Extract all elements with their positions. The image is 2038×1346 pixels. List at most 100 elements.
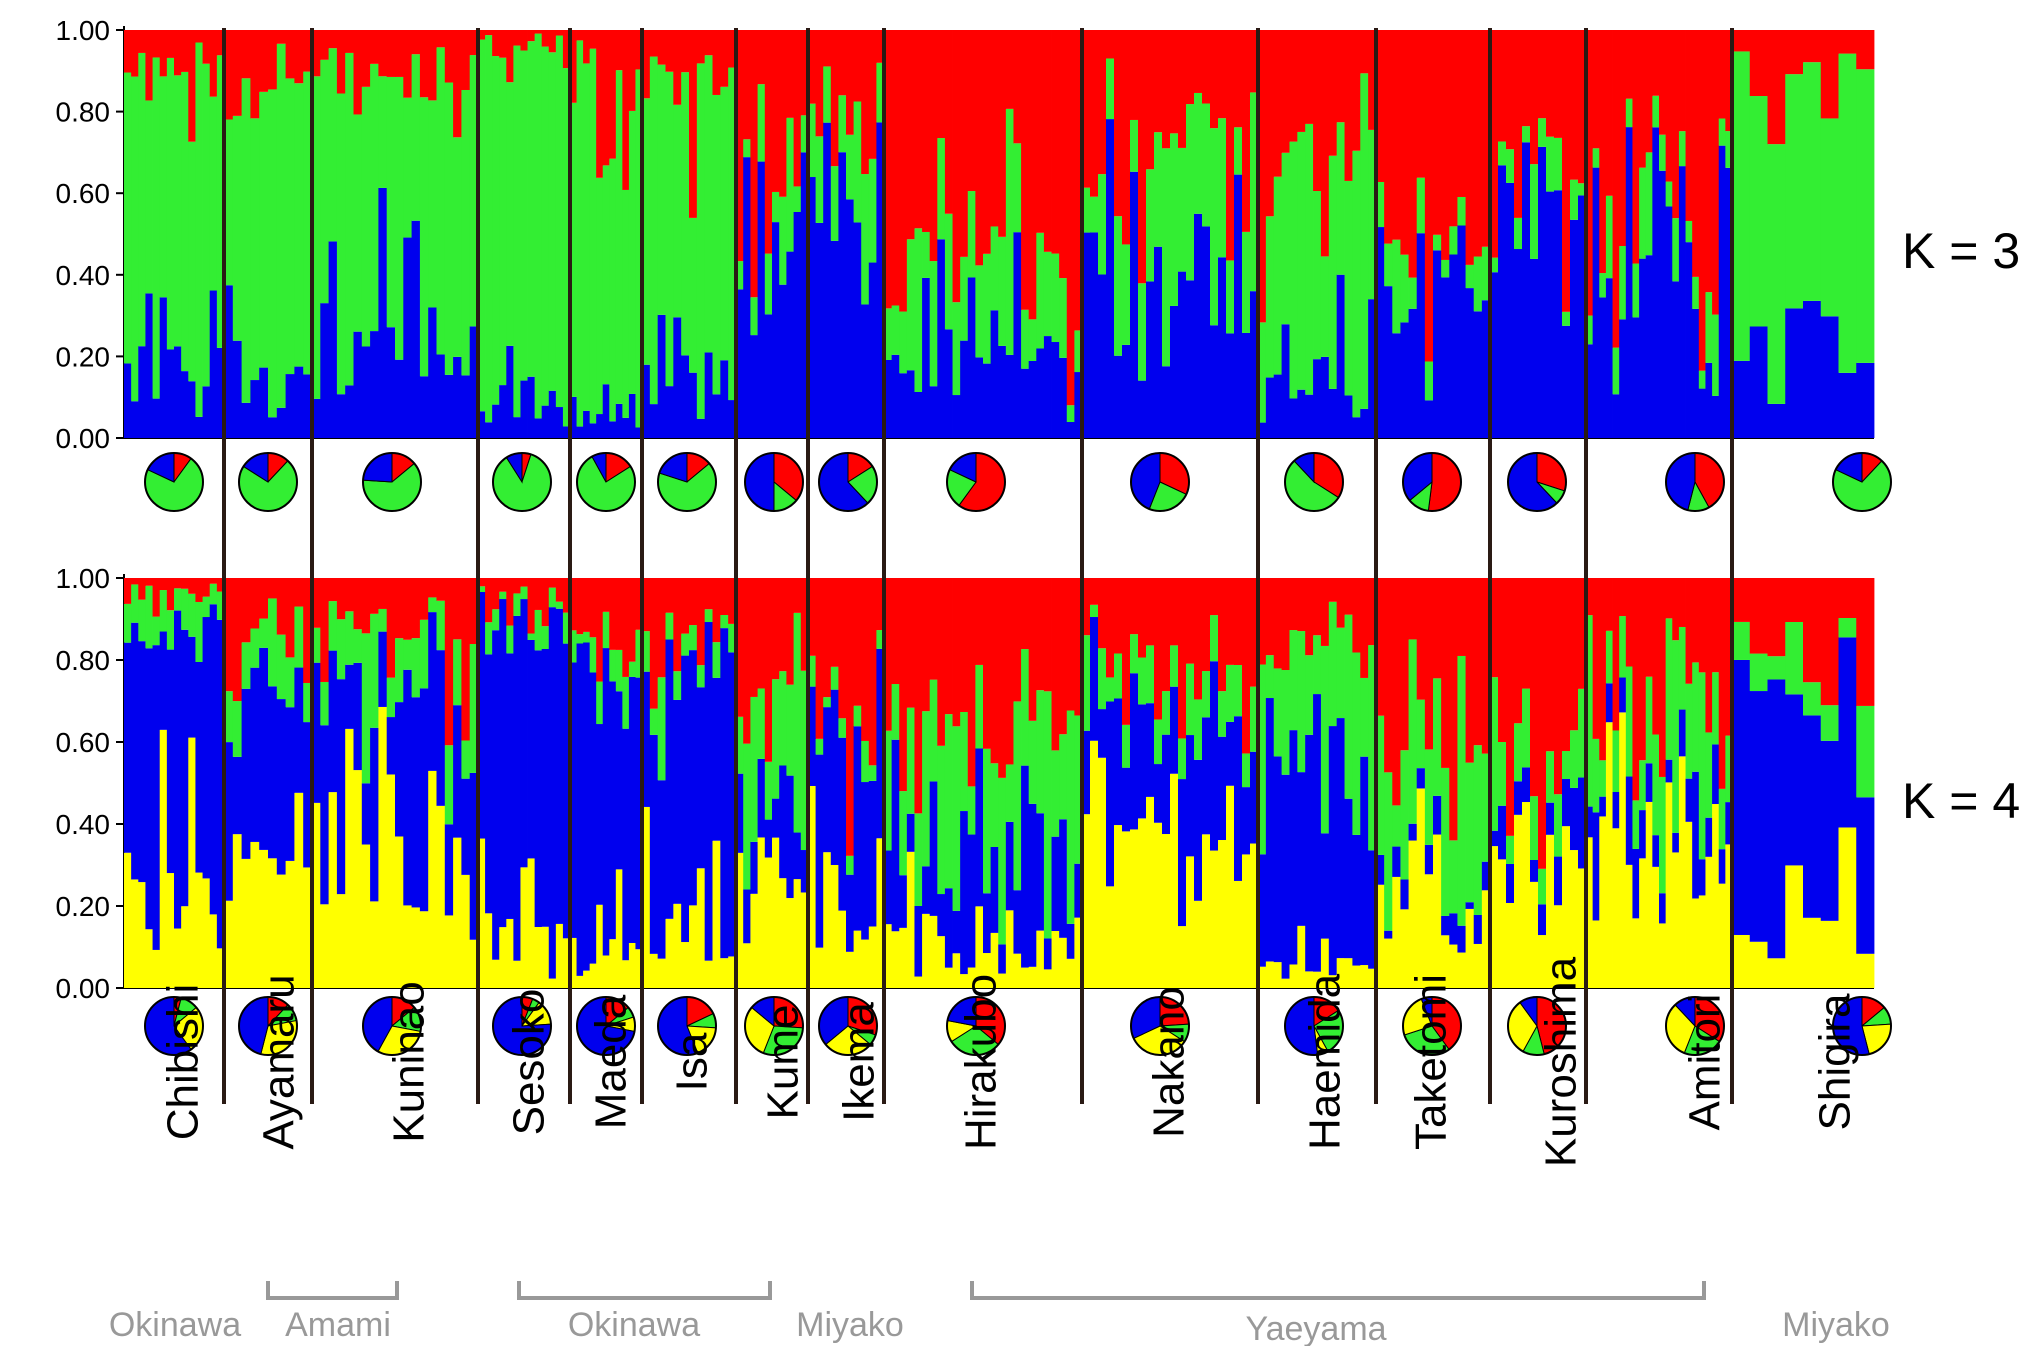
bar-segment-green xyxy=(1441,259,1450,278)
bar-segment-blue xyxy=(1154,246,1163,438)
bar-segment-blue xyxy=(1344,395,1353,438)
bar-segment-yellow xyxy=(815,947,824,988)
bar-segment-blue xyxy=(1265,698,1275,962)
bar-segment-blue xyxy=(1498,805,1507,860)
bar-segment-green xyxy=(1457,196,1466,226)
bar-segment-green xyxy=(786,117,794,252)
bar-segment-red xyxy=(1218,30,1227,119)
bar-segment-blue xyxy=(1218,257,1227,438)
bar-segment-yellow xyxy=(152,949,161,988)
pie-ikema xyxy=(818,452,878,512)
bar-segment-red xyxy=(868,30,877,159)
bar-segment-green xyxy=(853,705,862,727)
bar-segment-yellow xyxy=(419,911,429,988)
bar-segment-red xyxy=(259,30,269,92)
bar-segment-red xyxy=(914,30,923,229)
bar-segment-blue xyxy=(386,327,396,438)
bar-segment-red xyxy=(681,30,690,73)
bar-segment-blue xyxy=(370,727,379,902)
bar-segment-blue xyxy=(303,722,313,868)
bar-segment-blue xyxy=(1530,258,1539,438)
bar-segment-green xyxy=(1522,126,1531,143)
bar-segment-blue xyxy=(1678,709,1686,757)
bar-segment-red xyxy=(1645,30,1653,153)
bar-segment-red xyxy=(589,578,597,638)
bar-segment-blue xyxy=(232,756,242,835)
population-label-maeda: Maeda xyxy=(587,994,636,1129)
bar-segment-red xyxy=(1090,30,1099,197)
bar-segment-yellow xyxy=(728,956,737,988)
bar-segment-green xyxy=(241,642,251,689)
bar-segment-blue xyxy=(1785,694,1804,866)
bar-segment-yellow xyxy=(1578,868,1587,988)
bar-segment-blue xyxy=(922,277,931,438)
bar-segment-blue xyxy=(250,380,260,438)
bar-segment-blue xyxy=(1328,726,1338,976)
pie-outline xyxy=(576,452,636,512)
bar-segment-yellow xyxy=(576,975,584,988)
bar-segment-blue xyxy=(1612,394,1620,438)
bar-segment-green xyxy=(1336,627,1345,719)
bar-segment-green xyxy=(378,608,388,632)
bar-segment-red xyxy=(285,30,295,79)
bar-segment-green xyxy=(1090,604,1099,618)
bar-segment-red xyxy=(1712,30,1720,315)
bar-segment-red xyxy=(1013,30,1022,144)
bar-segment-blue xyxy=(259,647,269,850)
bar-segment-red xyxy=(914,578,923,814)
bar-segment-blue xyxy=(1408,308,1418,438)
bar-segment-blue xyxy=(1538,146,1547,438)
bar-segment-green xyxy=(250,628,260,668)
bar-segment-red xyxy=(808,578,816,656)
bar-segment-blue xyxy=(914,905,923,977)
bar-segment-red xyxy=(793,578,802,613)
bar-segment-blue xyxy=(1028,361,1037,438)
bar-segment-blue xyxy=(689,372,698,438)
bar-segment-red xyxy=(1028,578,1037,721)
bar-segment-blue xyxy=(884,850,893,925)
bar-segment-red xyxy=(548,578,557,588)
population-label-taketomi: Taketomi xyxy=(1407,974,1456,1150)
bar-segment-red xyxy=(1767,30,1786,145)
bar-segment-green xyxy=(743,139,751,158)
bar-segment-yellow xyxy=(250,841,260,988)
bar-segment-yellow xyxy=(131,879,139,988)
bar-segment-red xyxy=(202,30,211,64)
bar-segment-blue xyxy=(202,386,211,438)
bar-segment-yellow xyxy=(1465,908,1475,988)
bar-segment-yellow xyxy=(1473,943,1483,988)
bar-segment-yellow xyxy=(800,892,809,988)
bar-segment-green xyxy=(696,665,706,688)
bar-segment-blue xyxy=(241,402,251,438)
bar-segment-red xyxy=(1672,578,1680,641)
bar-segment-yellow xyxy=(1599,816,1607,988)
bar-segment-red xyxy=(823,578,832,698)
bar-segment-green xyxy=(1154,132,1163,247)
bar-segment-blue xyxy=(1698,388,1706,438)
bar-segment-red xyxy=(276,578,286,635)
bar-segment-blue xyxy=(1522,142,1531,439)
bar-segment-blue xyxy=(899,373,908,438)
bar-segment-green xyxy=(990,763,999,847)
bar-segment-green xyxy=(808,655,816,687)
bar-segment-green xyxy=(555,35,564,408)
bar-segment-green xyxy=(453,639,462,706)
bar-segment-red xyxy=(1498,578,1507,743)
bar-segment-blue xyxy=(642,671,651,807)
bar-segment-blue xyxy=(1605,278,1613,438)
bar-segment-yellow xyxy=(1685,821,1693,988)
pie-outline xyxy=(744,996,804,1056)
bar-segment-red xyxy=(534,578,543,610)
bar-segment-red xyxy=(929,578,938,680)
bar-segment-blue xyxy=(1328,388,1338,438)
bar-segment-red xyxy=(562,30,571,69)
bar-segment-blue xyxy=(815,754,824,948)
bar-segment-yellow xyxy=(1785,865,1804,988)
bar-segment-blue xyxy=(750,335,758,438)
bar-segment-green xyxy=(1170,133,1179,306)
bar-segment-yellow xyxy=(1619,712,1627,988)
bar-segment-blue xyxy=(378,631,388,707)
bar-segment-blue xyxy=(1749,691,1768,942)
bar-segment-green xyxy=(800,670,809,851)
bar-segment-yellow xyxy=(174,928,182,988)
